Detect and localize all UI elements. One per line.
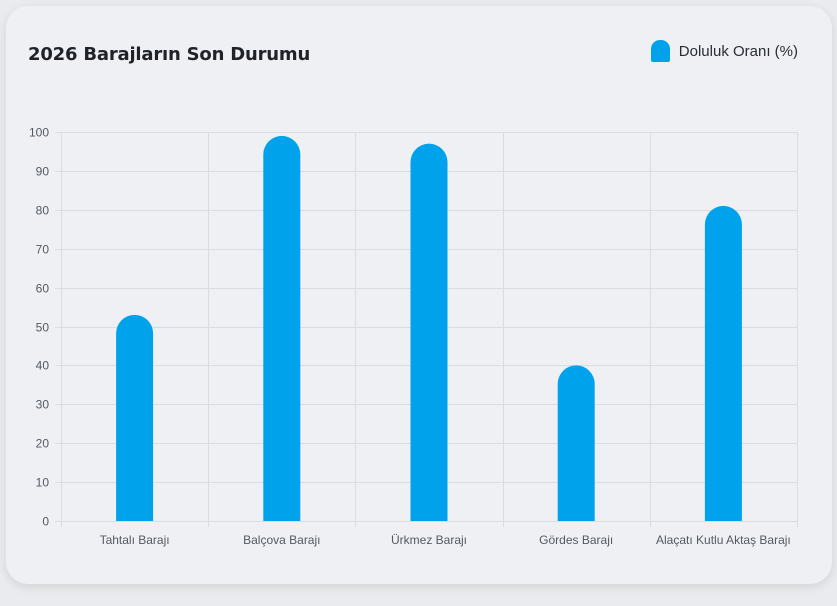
bar[interactable] xyxy=(116,314,154,521)
bar[interactable] xyxy=(410,143,448,521)
bar[interactable] xyxy=(263,135,301,521)
y-tick-label: 30 xyxy=(36,398,50,412)
y-tick-label: 90 xyxy=(36,165,50,179)
x-tick-label: Alaçatı Kutlu Aktaş Barajı xyxy=(656,533,791,547)
bar[interactable] xyxy=(557,365,595,521)
chart-title: 2026 Barajların Son Durumu xyxy=(28,44,311,65)
legend-swatch xyxy=(650,40,670,62)
legend-label: Doluluk Oranı (%) xyxy=(678,42,798,60)
y-tick-label: 50 xyxy=(36,321,50,335)
y-tick-label: 0 xyxy=(42,515,49,529)
y-tick-label: 40 xyxy=(36,359,50,373)
y-tick-label: 100 xyxy=(29,126,49,140)
bar[interactable] xyxy=(704,205,742,521)
y-tick-label: 70 xyxy=(36,243,50,257)
y-tick-label: 60 xyxy=(36,282,50,296)
y-tick-label: 20 xyxy=(36,437,50,451)
x-tick-label: Gördes Barajı xyxy=(539,533,613,547)
chart-legend[interactable]: Doluluk Oranı (%) xyxy=(650,40,798,62)
x-tick-label: Tahtalı Barajı xyxy=(100,533,170,547)
y-tick-label: 80 xyxy=(36,204,50,218)
x-tick-label: Ürkmez Barajı xyxy=(391,533,467,547)
x-tick-label: Balçova Barajı xyxy=(243,533,320,547)
y-tick-label: 10 xyxy=(36,476,50,490)
